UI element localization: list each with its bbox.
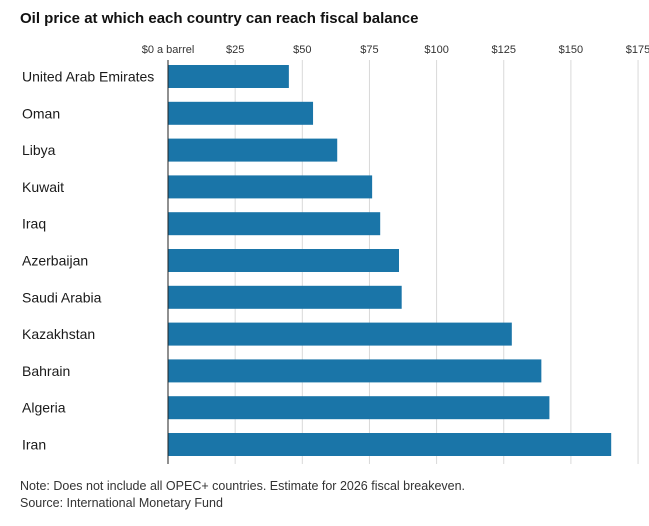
chart-title: Oil price at which each country can reac… — [20, 10, 419, 27]
bar — [168, 249, 399, 272]
bar-chart: $0 a barrel $25 $50 $75 $100 $125 $150 $175 Uni… — [22, 44, 649, 464]
bar — [168, 433, 612, 456]
x-tick-label: $100 — [424, 44, 448, 56]
category-label: Kuwait — [22, 179, 64, 195]
bar — [168, 285, 402, 309]
x-tick-label: $0 a barrel — [142, 44, 195, 56]
x-axis-ticks: $0 a barrel $25 $50 $75 $100 $125 $150 $175 — [142, 44, 649, 56]
bar — [168, 65, 289, 88]
category-labels: United Arab Emirates Oman Libya Kuwait Iraq A… — [22, 69, 154, 453]
bars — [168, 65, 612, 456]
category-label: Azerbaijan — [22, 253, 88, 269]
category-label: Saudi Arabia — [22, 289, 102, 305]
category-label: Iran — [22, 437, 46, 453]
x-tick-label: $25 — [226, 44, 244, 56]
x-tick-label: $175 — [626, 44, 649, 56]
x-tick-label: $125 — [492, 44, 516, 56]
category-label: Kazakhstan — [22, 326, 95, 342]
category-label: Libya — [22, 142, 56, 158]
note-text: Note: Does not include all OPEC+ countri… — [20, 479, 466, 493]
category-label: Iraq — [22, 216, 46, 232]
bar — [168, 322, 512, 346]
category-label: Algeria — [22, 400, 66, 416]
x-tick-label: $75 — [360, 44, 378, 56]
footnote: Note: Does not include all OPEC+ countri… — [20, 478, 465, 512]
category-label: Oman — [22, 105, 60, 121]
bar — [168, 396, 550, 420]
bar — [168, 101, 314, 125]
source-text: Source: International Monetary Fund — [20, 496, 223, 510]
category-label: Bahrain — [22, 363, 70, 379]
category-label: United Arab Emirates — [22, 69, 154, 85]
x-tick-label: $150 — [559, 44, 583, 56]
bar — [168, 359, 542, 383]
x-tick-label: $50 — [293, 44, 311, 56]
bar — [168, 138, 338, 162]
bar — [168, 175, 373, 199]
bar — [168, 212, 381, 236]
